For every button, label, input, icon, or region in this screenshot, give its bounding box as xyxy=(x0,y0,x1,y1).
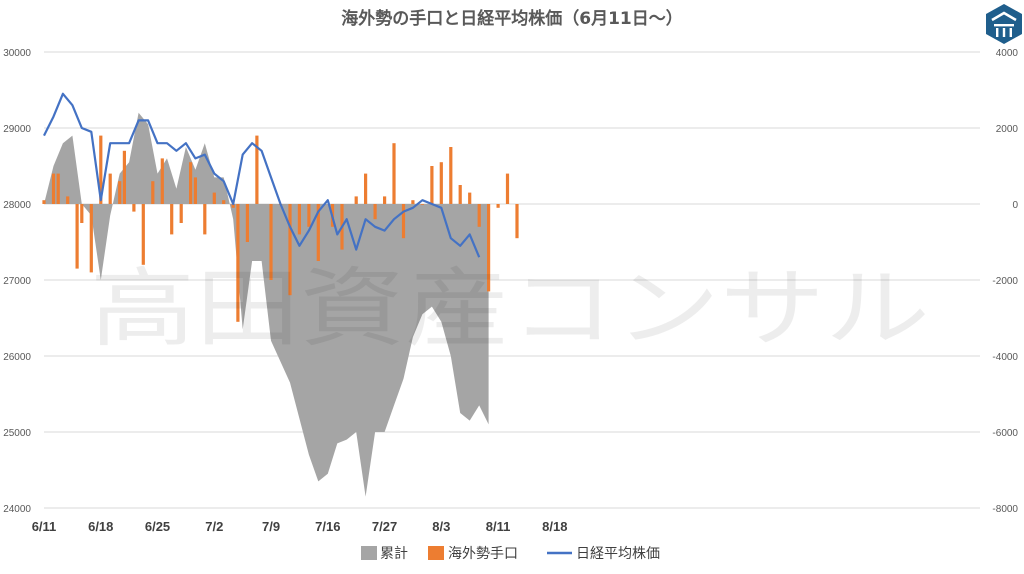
chart-title: 海外勢の手口と日経平均株価（6月11日〜） xyxy=(341,8,683,29)
flow-bar xyxy=(373,204,377,220)
right-axis-tick-label: -8000 xyxy=(992,504,1018,515)
flow-bar xyxy=(122,150,126,204)
legend-label-nikkei: 日経平均株価 xyxy=(576,546,660,562)
flow-bar xyxy=(383,196,387,204)
right-axis-tick-label: -4000 xyxy=(992,352,1018,363)
flow-bar xyxy=(477,204,481,227)
x-axis-tick-label: 6/25 xyxy=(145,519,170,534)
flow-bar xyxy=(411,200,415,204)
x-axis-tick-label: 6/11 xyxy=(32,519,57,534)
flow-bar xyxy=(392,143,396,204)
flow-bar xyxy=(160,158,164,204)
cumulative-area xyxy=(44,112,489,497)
cumulative-area-series xyxy=(44,112,489,497)
flow-bar xyxy=(179,204,183,223)
flow-bar xyxy=(108,173,112,204)
x-axis-tick-label: 7/9 xyxy=(262,519,280,534)
x-axis-ticks: 6/11 6/18 6/25 7/2 7/9 7/16 7/27 8/3 8/11 8/18 xyxy=(32,519,568,534)
flow-bar xyxy=(80,204,84,223)
flow-bar xyxy=(487,204,491,292)
left-axis-tick-label: 29000 xyxy=(3,124,31,135)
x-axis-tick-label: 7/2 xyxy=(205,519,223,534)
flow-bar-series xyxy=(42,135,519,322)
left-axis-tick-label: 27000 xyxy=(3,276,31,287)
left-axis-tick-label: 24000 xyxy=(3,504,31,515)
x-axis-tick-label: 7/16 xyxy=(315,519,340,534)
legend: 累計 海外勢手口 日経平均株価 xyxy=(361,546,660,562)
flow-bar xyxy=(458,185,462,204)
right-axis-tick-label: 2000 xyxy=(996,124,1019,135)
flow-bar xyxy=(255,135,259,204)
flow-bar xyxy=(288,204,292,296)
flow-bar xyxy=(56,173,60,204)
left-axis-tick-label: 28000 xyxy=(3,200,31,211)
x-axis-tick-label: 6/18 xyxy=(88,519,113,534)
right-axis-tick-label: 4000 xyxy=(996,48,1019,59)
nikkei-line xyxy=(43,92,481,258)
flow-bar xyxy=(297,204,301,235)
x-axis-tick-label: 7/27 xyxy=(372,519,397,534)
left-axis-tick-label: 25000 xyxy=(3,428,31,439)
flow-bar xyxy=(42,200,46,204)
flow-bar xyxy=(151,181,155,204)
flow-bar xyxy=(496,204,500,208)
nikkei-line-series xyxy=(43,92,481,258)
flow-bar xyxy=(75,204,79,269)
flow-bar xyxy=(170,204,174,235)
flow-bar xyxy=(505,173,510,204)
flow-bar xyxy=(236,204,240,322)
right-axis-tick-label: -6000 xyxy=(992,428,1018,439)
right-axis-tick-label: 0 xyxy=(1012,200,1018,211)
left-axis-ticks: 24000 25000 26000 27000 28000 29000 30000 xyxy=(3,48,31,515)
flow-bar xyxy=(468,192,472,204)
legend-label-cumulative: 累計 xyxy=(380,546,408,562)
flow-bar xyxy=(118,181,122,204)
legend-swatch-cumulative xyxy=(361,546,377,560)
flow-bar xyxy=(193,177,197,204)
flow-bar xyxy=(132,204,136,212)
flow-bar xyxy=(515,204,519,239)
flow-bar xyxy=(401,204,406,239)
flow-bar xyxy=(99,135,103,204)
flow-bar xyxy=(307,204,311,227)
left-axis-tick-label: 30000 xyxy=(3,48,31,59)
legend-swatch-flow xyxy=(428,546,444,560)
flow-bar xyxy=(449,147,453,204)
flow-bar xyxy=(89,204,93,273)
flow-bar xyxy=(354,196,358,204)
flow-bar xyxy=(316,204,320,261)
flow-bar xyxy=(66,196,70,204)
x-axis-tick-label: 8/18 xyxy=(542,519,567,534)
flow-bar xyxy=(420,204,424,205)
flow-bar xyxy=(222,200,226,204)
flow-bar xyxy=(430,166,434,204)
watermark: 高田資産コンサル xyxy=(90,259,930,359)
flow-bar xyxy=(189,162,193,204)
flow-bar xyxy=(269,204,273,280)
right-axis-ticks: -8000 -6000 -4000 -2000 0 2000 4000 xyxy=(992,48,1018,515)
x-axis-tick-label: 8/11 xyxy=(486,519,511,534)
flow-bar xyxy=(364,173,368,204)
right-axis-tick-label: -2000 xyxy=(992,276,1018,287)
flow-bar xyxy=(212,192,216,204)
x-axis-tick-label: 8/3 xyxy=(432,519,450,534)
flow-bar xyxy=(245,204,249,242)
company-logo-icon xyxy=(986,4,1022,44)
flow-bar xyxy=(51,173,56,204)
left-axis-tick-label: 26000 xyxy=(3,352,31,363)
flow-bar xyxy=(141,204,145,265)
flow-bar xyxy=(203,204,207,235)
flow-bar xyxy=(231,204,235,208)
flow-bar xyxy=(439,162,443,204)
legend-label-flow: 海外勢手口 xyxy=(448,546,518,562)
